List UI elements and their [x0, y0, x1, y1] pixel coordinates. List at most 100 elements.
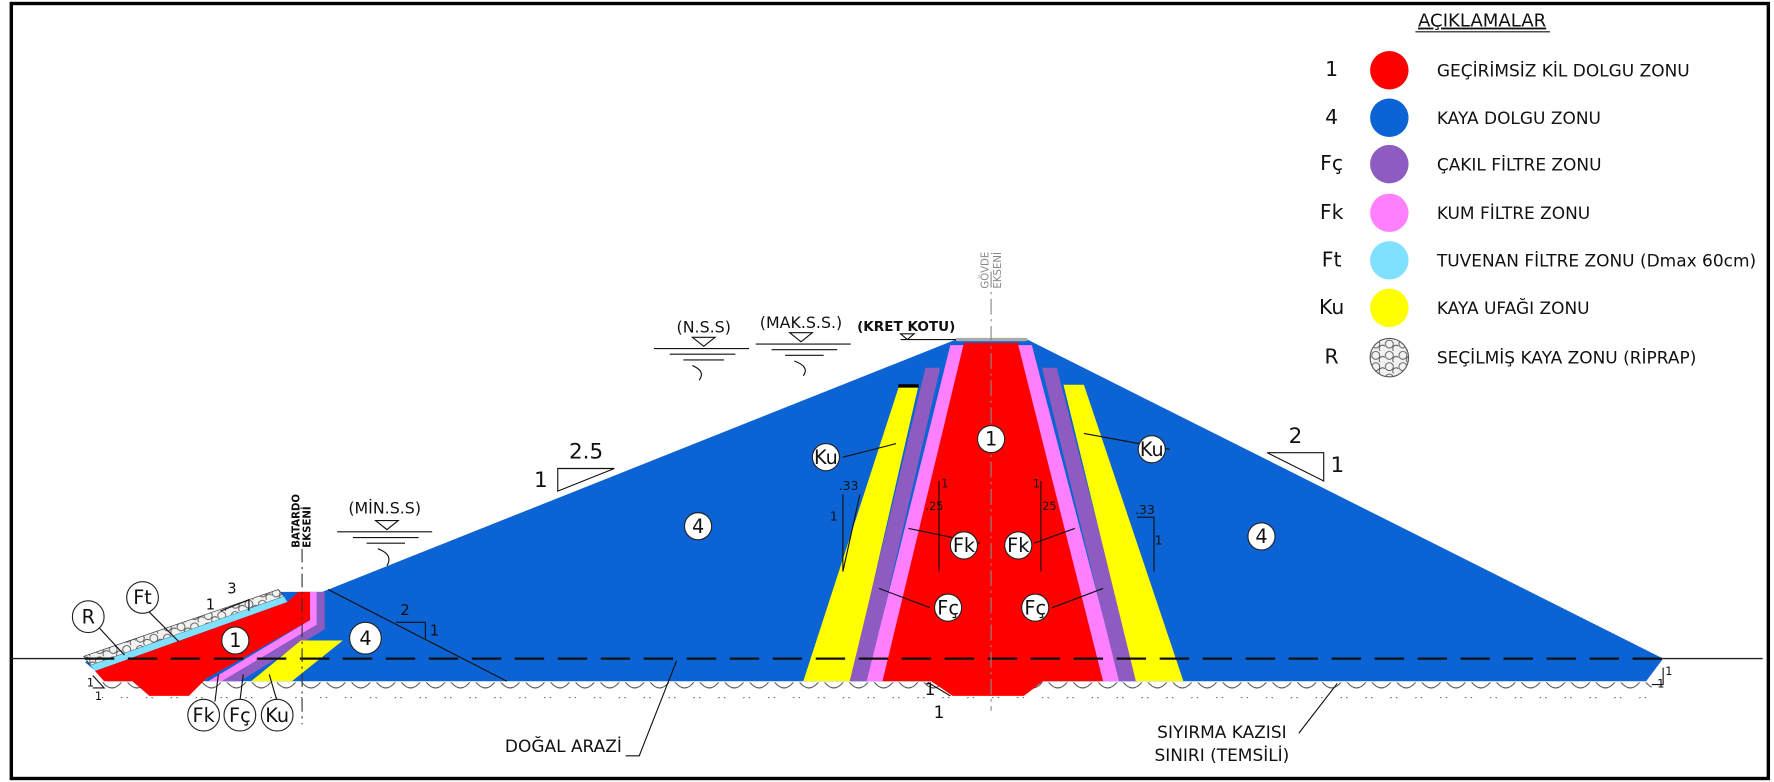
- slope-horizontal: 2: [400, 602, 409, 619]
- batardo-rock-fines: [251, 640, 343, 682]
- zone-label: Fk: [1007, 534, 1030, 557]
- shape: [842, 443, 897, 458]
- shape: [96, 625, 125, 656]
- legend-swatch: [1370, 288, 1409, 328]
- zone-circle: [1021, 593, 1050, 622]
- slope-vertical: 1: [934, 703, 945, 723]
- legend-swatch: [1370, 241, 1409, 280]
- legend-symbol: R: [1325, 345, 1339, 369]
- shape: [374, 519, 400, 531]
- legend-swatch: [1370, 144, 1409, 184]
- shape: [268, 674, 278, 702]
- slope-vertical: 1: [830, 509, 838, 524]
- shape: [327, 589, 508, 682]
- legend-swatch: [1370, 51, 1409, 90]
- slope-vertical: 1: [430, 622, 439, 639]
- crest-label: (KRET KOTU): [857, 319, 955, 335]
- slope-vertical: 1: [95, 690, 102, 703]
- zone-circle: [1247, 522, 1276, 551]
- slope-horizontal: .25: [1039, 500, 1057, 513]
- legend-symbol: Ku: [1319, 295, 1344, 319]
- stripping-hatch: [101, 682, 1652, 699]
- legend-title: AÇIKLAMALAR: [1418, 11, 1547, 32]
- zone-labels: 1 4 4 Ku Ku Fk Fk Fç Fç R Ft 1 4 Fk Fç Ku: [71, 424, 1276, 732]
- shape: [557, 467, 615, 492]
- shape: [625, 660, 678, 757]
- zone-circle: [187, 698, 221, 732]
- shape: [1051, 587, 1104, 609]
- shape: [1137, 516, 1155, 572]
- shape: [690, 336, 717, 348]
- legend-swatch: [1370, 193, 1409, 233]
- stripping-label: SINIRI (TEMSİLİ): [1154, 745, 1289, 766]
- zone-circle: [260, 698, 294, 732]
- rock-fines-right: [1063, 384, 1184, 682]
- zone-label: Fç: [937, 596, 959, 619]
- legend-symbol: 4: [1325, 105, 1338, 129]
- zone-circle: [71, 600, 105, 634]
- water-symbols: [337, 332, 957, 567]
- zone-label: Fk: [953, 534, 976, 557]
- zone-circle: [811, 443, 841, 472]
- shape: [148, 611, 180, 643]
- legend-symbol: Fç: [1320, 151, 1343, 175]
- legend-symbol: Fk: [1320, 200, 1344, 224]
- shape: [755, 343, 851, 377]
- legend-label: KAYA UFAĞI ZONU: [1437, 297, 1590, 319]
- dam-axis-label: GÖVDE: [978, 252, 991, 289]
- slope-horizontal: 1: [1665, 665, 1672, 678]
- zone-label: Fç: [1024, 596, 1046, 619]
- shape: [1033, 527, 1076, 544]
- zone-label: 4: [1255, 525, 1267, 548]
- slope-horizontal: .33: [1135, 502, 1155, 517]
- slope-horizontal: 2.5: [569, 440, 603, 465]
- slope-vertical: 1: [1657, 678, 1664, 691]
- zone-circle: [349, 621, 382, 655]
- stripping-label: SIYIRMA KAZISI: [1157, 723, 1286, 743]
- gravel-filter-left: [849, 367, 941, 682]
- rock-fines-left: [803, 384, 919, 682]
- minss-label: (MİN.S.S): [348, 499, 421, 518]
- slope-vertical: 1: [206, 596, 215, 613]
- shape: [788, 332, 814, 343]
- slope-horizontal: .25: [926, 500, 944, 513]
- zone-label: Ku: [814, 446, 838, 469]
- shape: [92, 675, 106, 689]
- shape: [337, 531, 433, 567]
- slope-vertical: 1: [1033, 477, 1040, 490]
- zone-circle: [949, 531, 979, 560]
- zone-circle: [683, 512, 713, 541]
- zone-circle: [933, 593, 963, 622]
- shape: [1651, 667, 1664, 686]
- frame: [9, 1, 1771, 781]
- slope-vertical: 1: [1155, 532, 1163, 547]
- zone-label: R: [82, 605, 95, 628]
- natural-ground-label: DOĞAL ARAZİ: [505, 735, 622, 757]
- shape: [878, 587, 931, 609]
- legend: AÇIKLAMALAR 1 GEÇİRİMSİZ KİL DOLGU ZONU 4 K…: [1319, 11, 1756, 378]
- slope-horizontal: 1: [925, 680, 936, 700]
- zone-circle: [126, 581, 159, 614]
- slope-marks: [92, 432, 1664, 757]
- shape: [239, 674, 244, 702]
- zone-label: 1: [985, 428, 997, 451]
- shape: [214, 674, 219, 702]
- zone-label: Fk: [193, 704, 216, 727]
- shape: [927, 681, 951, 697]
- legend-symbol: 1: [1325, 57, 1338, 81]
- zone-label: 4: [359, 627, 371, 650]
- batardo-sand-filter: [208, 591, 317, 682]
- shape: [220, 598, 250, 612]
- shape: [899, 333, 957, 341]
- shape: [395, 621, 426, 639]
- batardo-gravel-filter: [221, 591, 325, 682]
- dam-axis-label: EKSENİ: [991, 252, 1004, 289]
- zone-label: 4: [692, 515, 704, 538]
- legend-label: ÇAKIL FİLTRE ZONU: [1437, 154, 1602, 175]
- nss-label: (N.S.S): [677, 318, 731, 337]
- shape: [653, 348, 749, 381]
- slope-vertical: 1: [534, 468, 548, 493]
